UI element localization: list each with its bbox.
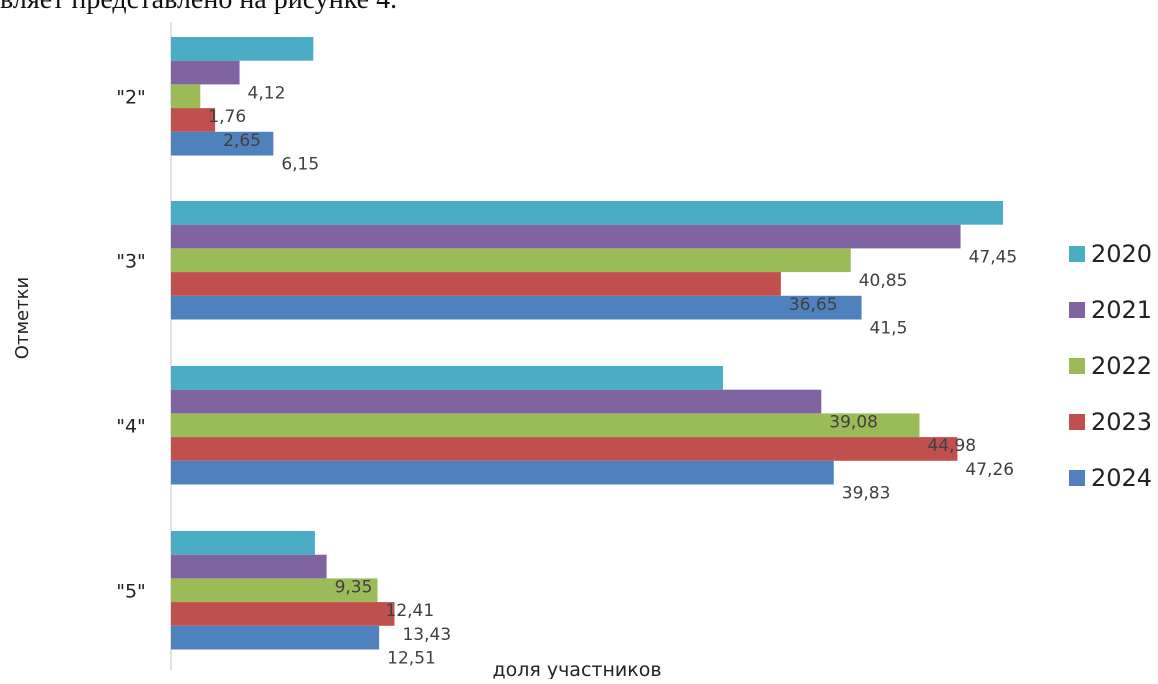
data-label: 47,26 — [965, 460, 1014, 480]
bars-layer — [171, 37, 1003, 650]
legend-swatch-2020 — [1069, 246, 1085, 262]
legend-swatch-2022 — [1069, 358, 1085, 374]
y-axis-title: Отметки — [12, 277, 33, 359]
bar-2024-1 — [171, 295, 862, 320]
data-label: 40,85 — [859, 271, 908, 291]
bar-2021-2 — [171, 389, 822, 414]
legend-label-2021: 2021 — [1091, 296, 1152, 324]
bar-2020-1 — [171, 201, 1003, 225]
bar-2023-3 — [171, 602, 395, 626]
data-label: 41,5 — [870, 319, 908, 339]
bar-2020-0 — [171, 37, 314, 61]
bar-2023-1 — [171, 272, 781, 296]
data-label: 13,43 — [402, 625, 451, 645]
legend-label-2022: 2022 — [1091, 352, 1152, 380]
category-label: "2" — [116, 86, 146, 108]
legend-swatch-2023 — [1069, 414, 1085, 430]
bar-2021-0 — [171, 60, 240, 85]
bar-2023-2 — [171, 437, 958, 461]
data-label: 12,41 — [386, 601, 435, 621]
category-label: "3" — [116, 250, 146, 272]
bar-2022-1 — [171, 248, 851, 273]
category-label: "5" — [116, 580, 146, 602]
legend-label-2020: 2020 — [1091, 240, 1152, 268]
legend-swatch-2021 — [1069, 302, 1085, 318]
legend-label-2023: 2023 — [1091, 408, 1152, 436]
bar-2021-1 — [171, 224, 961, 249]
data-label: 9,35 — [335, 577, 373, 597]
data-label: 39,08 — [829, 412, 878, 432]
data-label: 6,15 — [281, 155, 319, 175]
bar-2020-3 — [171, 531, 315, 555]
category-labels: "2" "3" "4" "5" — [116, 86, 146, 602]
page-header-text: вляет представлено на рисунке 4. — [0, 0, 1158, 16]
data-label: 4,12 — [248, 83, 286, 103]
data-label: 47,45 — [969, 247, 1018, 267]
x-axis-title: доля участников — [492, 659, 661, 679]
bar-2022-2 — [171, 413, 920, 438]
data-label: 36,65 — [789, 295, 838, 315]
legend: 2020 2021 2022 2023 2024 — [1069, 240, 1152, 492]
bar-2024-0 — [171, 131, 274, 156]
bar-2024-3 — [171, 625, 380, 650]
category-label: "4" — [116, 415, 146, 437]
bar-2023-0 — [171, 108, 216, 132]
data-label: 44,98 — [927, 436, 976, 456]
bar-2022-0 — [171, 84, 201, 109]
legend-label-2024: 2024 — [1091, 464, 1152, 492]
data-label: 1,76 — [208, 107, 246, 127]
bar-2020-2 — [171, 366, 723, 390]
bar-2022-3 — [171, 578, 378, 603]
bar-2021-3 — [171, 554, 327, 579]
bar-2024-2 — [171, 460, 834, 485]
data-label: 2,65 — [223, 131, 261, 151]
data-label: 12,51 — [387, 649, 436, 669]
data-label: 39,83 — [842, 484, 891, 504]
labels-layer: 4,121,76 2,65 6,15 47,45 40,85 36,65 41,5 39,08… — [208, 83, 1017, 668]
legend-swatch-2024 — [1069, 470, 1085, 486]
